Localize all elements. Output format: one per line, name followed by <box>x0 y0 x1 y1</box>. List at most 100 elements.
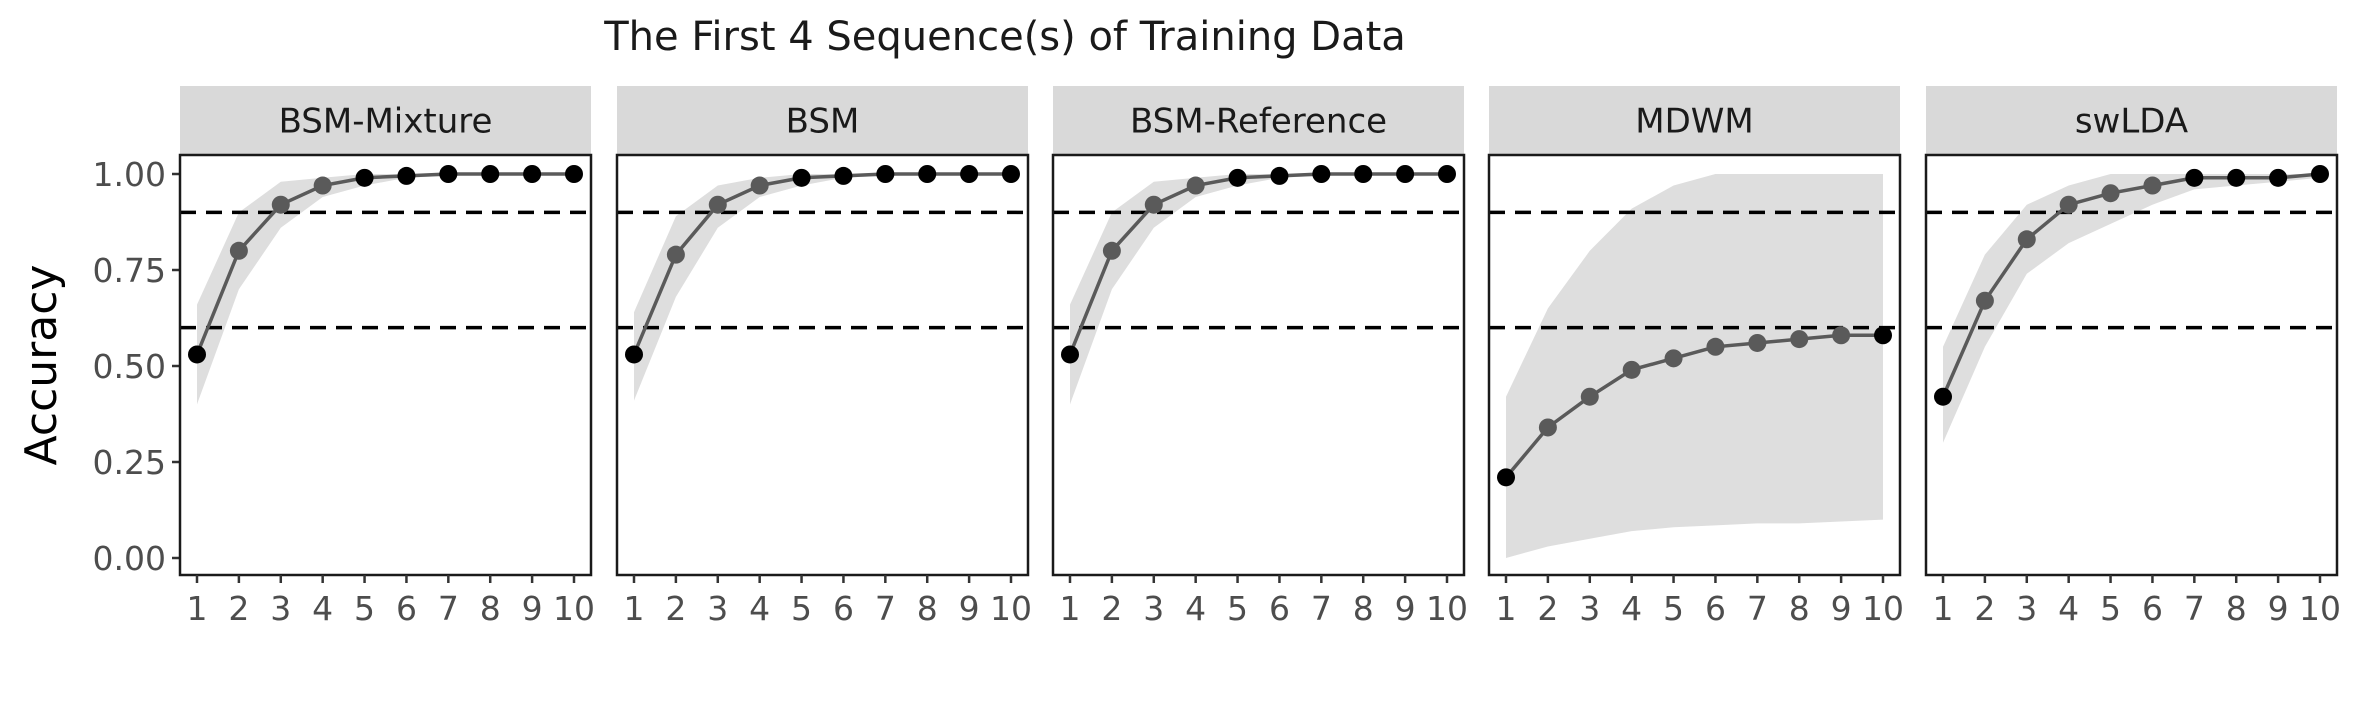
data-point <box>1748 333 1767 352</box>
series-line <box>1504 333 1883 479</box>
confidence-ribbon <box>1943 174 2320 443</box>
data-point <box>355 168 374 187</box>
data-point <box>2101 184 2120 203</box>
data-point <box>1790 330 1809 349</box>
x-tick-label: 3 <box>1143 589 1164 628</box>
data-point <box>188 345 206 364</box>
data-point <box>523 165 542 183</box>
x-tick-label: 6 <box>1705 589 1726 628</box>
x-tick-label: 2 <box>1101 589 1122 628</box>
panel-bsm: BSM 1 2 3 4 5 6 7 8 9 10 <box>615 86 1032 628</box>
data-point <box>2227 168 2246 187</box>
panel-background <box>1926 155 2337 575</box>
data-point <box>313 176 332 195</box>
x-tick-label: 9 <box>959 589 980 628</box>
data-point <box>1934 387 1952 406</box>
x-tick-label: 3 <box>1579 589 1600 628</box>
data-point <box>1354 165 1373 183</box>
x-tick-label: 6 <box>833 589 854 628</box>
data-point <box>625 345 643 364</box>
x-tick-label: 4 <box>749 589 770 628</box>
data-point <box>1497 468 1515 487</box>
data-point <box>1312 165 1331 183</box>
x-tick-label: 6 <box>2142 589 2163 628</box>
data-point <box>481 165 500 183</box>
x-tick-label: 5 <box>1227 589 1248 628</box>
panel-border <box>1051 153 1466 577</box>
data-point <box>750 176 769 195</box>
data-point <box>960 165 979 183</box>
data-point <box>876 165 895 183</box>
data-point <box>1186 176 1205 195</box>
y-tick-label: 0.50 <box>93 347 166 386</box>
x-tick-label: 4 <box>2058 589 2079 628</box>
panel-strip <box>1489 86 1900 155</box>
data-point <box>1706 337 1725 356</box>
x-tick-label: 7 <box>875 589 896 628</box>
data-point <box>834 166 853 185</box>
y-tick-label: 1.00 <box>93 155 166 194</box>
data-point <box>1538 418 1557 437</box>
confidence-ribbon <box>1506 174 1883 558</box>
y-tick-label: 0.00 <box>93 539 166 578</box>
x-tick-label: 4 <box>1621 589 1642 628</box>
panel-border <box>615 153 1030 577</box>
panel-border <box>1487 153 1902 577</box>
panel-strip-label: MDWM <box>1635 102 1753 142</box>
data-point <box>1580 387 1599 406</box>
panel-swlda: swLDA 1 2 3 4 5 6 7 8 9 10 <box>1924 86 2341 628</box>
data-point <box>1270 166 1289 185</box>
panel-strip <box>180 86 591 155</box>
x-tick-label: 8 <box>1789 589 1810 628</box>
x-tick-label: 6 <box>396 589 417 628</box>
x-tick-label: 10 <box>1862 589 1904 628</box>
panel-bsm-reference: BSM-Reference 1 2 3 4 5 6 7 8 9 10 <box>1051 86 1468 628</box>
data-point <box>666 245 685 264</box>
x-tick-label: 7 <box>2184 589 2205 628</box>
x-tick-label: 1 <box>1060 589 1081 628</box>
panel-strip-label: BSM-Mixture <box>279 102 493 142</box>
x-tick-label: 8 <box>1353 589 1374 628</box>
series-line <box>632 172 1011 356</box>
panel-strip <box>617 86 1028 155</box>
x-tick-label: 9 <box>522 589 543 628</box>
series-line <box>1941 172 2321 398</box>
data-point <box>1002 165 1020 183</box>
panel-strip-label: swLDA <box>2075 102 2188 142</box>
data-point <box>2017 230 2036 249</box>
x-tick-label: 2 <box>665 589 686 628</box>
x-tick-label: 5 <box>1663 589 1684 628</box>
x-tick-label: 1 <box>624 589 645 628</box>
x-tick-label: 9 <box>2268 589 2289 628</box>
chart-title: The First 4 Sequence(s) of Training Data <box>603 14 1406 60</box>
y-tick-label: 0.25 <box>93 443 166 482</box>
x-tick-label: 7 <box>1747 589 1768 628</box>
x-tick-label: 8 <box>2226 589 2247 628</box>
data-point <box>708 195 727 214</box>
data-point <box>1664 349 1683 368</box>
data-point <box>1832 326 1851 345</box>
x-tick-label: 3 <box>2016 589 2037 628</box>
x-tick-label: 3 <box>270 589 291 628</box>
data-point <box>1102 241 1121 260</box>
x-tick-label: 2 <box>1537 589 1558 628</box>
data-point <box>397 166 416 185</box>
x-tick-label: 4 <box>312 589 333 628</box>
data-point <box>439 165 458 183</box>
data-point <box>565 165 583 183</box>
panel-strip <box>1926 86 2337 155</box>
x-tick-label: 4 <box>1185 589 1206 628</box>
panel-border <box>1924 153 2339 577</box>
x-tick-label: 8 <box>917 589 938 628</box>
panel-strip-label: BSM-Reference <box>1130 102 1387 142</box>
panel-strip <box>1053 86 1464 155</box>
data-point <box>2185 168 2204 187</box>
data-point <box>1144 195 1163 214</box>
y-axis-label: Accuracy <box>16 265 67 466</box>
data-point <box>2059 195 2078 214</box>
x-tick-label: 2 <box>228 589 249 628</box>
y-tick-label: 0.75 <box>93 251 166 290</box>
x-tick-label: 10 <box>990 589 1032 628</box>
data-point <box>2143 176 2162 195</box>
